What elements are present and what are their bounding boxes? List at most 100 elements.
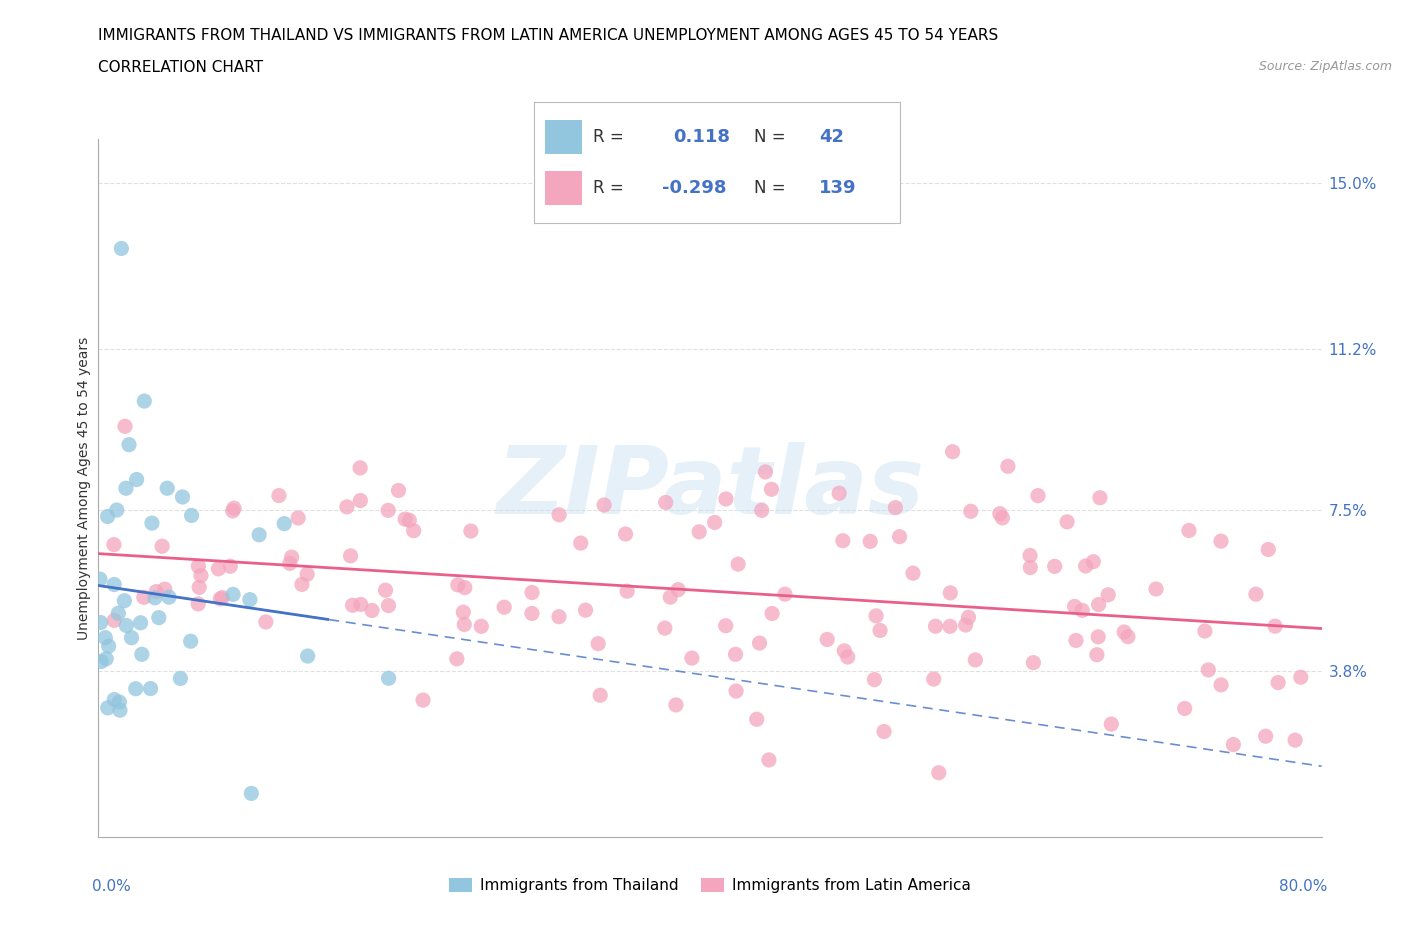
- Legend: Immigrants from Thailand, Immigrants from Latin America: Immigrants from Thailand, Immigrants fro…: [443, 871, 977, 899]
- Point: [1071, 603, 1094, 618]
- Point: [107, 605, 129, 620]
- Point: [188, 580, 211, 595]
- Text: N =: N =: [754, 179, 790, 197]
- Point: [837, 649, 859, 664]
- Point: [402, 524, 425, 538]
- Point: [1085, 647, 1108, 662]
- Point: [957, 610, 980, 625]
- Point: [169, 671, 191, 685]
- Point: [1264, 618, 1286, 633]
- Point: [751, 503, 773, 518]
- Point: [991, 511, 1014, 525]
- Point: [1289, 670, 1312, 684]
- Point: [207, 562, 229, 577]
- Point: [190, 568, 212, 583]
- Point: [143, 591, 166, 605]
- Point: [1267, 675, 1289, 690]
- Text: -0.298: -0.298: [662, 179, 727, 197]
- Point: [988, 506, 1011, 521]
- Point: [1116, 630, 1139, 644]
- Point: [586, 636, 609, 651]
- Point: [180, 508, 202, 523]
- Point: [172, 489, 194, 504]
- Point: [1043, 559, 1066, 574]
- Text: 0.118: 0.118: [673, 128, 730, 146]
- Point: [209, 591, 232, 606]
- Point: [1063, 599, 1085, 614]
- Point: [96, 651, 118, 666]
- Point: [1019, 548, 1042, 563]
- Point: [714, 492, 737, 507]
- Point: [125, 472, 148, 487]
- Point: [1088, 490, 1111, 505]
- Point: [108, 703, 131, 718]
- Point: [616, 584, 638, 599]
- Point: [873, 724, 896, 739]
- Point: [569, 536, 592, 551]
- Point: [297, 648, 319, 663]
- Text: ZIPatlas: ZIPatlas: [496, 443, 924, 534]
- Point: [273, 516, 295, 531]
- Point: [1194, 624, 1216, 639]
- Point: [254, 615, 277, 630]
- Point: [97, 509, 120, 524]
- Point: [94, 631, 117, 645]
- Point: [339, 549, 361, 564]
- Point: [831, 533, 853, 548]
- Point: [703, 515, 725, 530]
- Point: [901, 565, 924, 580]
- Text: N =: N =: [754, 128, 790, 146]
- Point: [131, 647, 153, 662]
- Point: [361, 603, 384, 618]
- Point: [1257, 542, 1279, 557]
- Point: [1197, 662, 1219, 677]
- Point: [377, 671, 399, 685]
- Point: [1064, 633, 1087, 648]
- Point: [97, 639, 120, 654]
- Point: [291, 577, 314, 591]
- Point: [727, 557, 749, 572]
- Point: [295, 566, 318, 581]
- Text: 42: 42: [820, 128, 845, 146]
- Point: [494, 600, 516, 615]
- Point: [665, 698, 688, 712]
- Point: [150, 538, 173, 553]
- Point: [1174, 701, 1197, 716]
- Bar: [546, 121, 582, 154]
- Point: [239, 592, 262, 607]
- Point: [387, 483, 409, 498]
- Point: [114, 418, 136, 433]
- Bar: [546, 171, 582, 206]
- Point: [470, 618, 492, 633]
- Point: [247, 527, 270, 542]
- Point: [832, 644, 855, 658]
- Point: [815, 632, 838, 647]
- Point: [758, 752, 780, 767]
- Point: [132, 590, 155, 604]
- Point: [773, 587, 796, 602]
- Point: [240, 786, 263, 801]
- Text: R =: R =: [593, 179, 628, 197]
- Point: [659, 590, 682, 604]
- Point: [446, 651, 468, 666]
- Point: [924, 618, 946, 633]
- Point: [374, 583, 396, 598]
- Point: [105, 502, 128, 517]
- Point: [377, 503, 399, 518]
- Point: [1209, 534, 1232, 549]
- Point: [125, 682, 148, 697]
- Point: [1087, 630, 1109, 644]
- Point: [187, 596, 209, 611]
- Point: [1026, 488, 1049, 503]
- Point: [654, 620, 676, 635]
- Point: [1087, 597, 1109, 612]
- Point: [754, 464, 776, 479]
- Point: [761, 482, 783, 497]
- Point: [108, 695, 131, 710]
- Point: [377, 598, 399, 613]
- Point: [180, 633, 202, 648]
- Point: [1019, 560, 1042, 575]
- Point: [110, 241, 132, 256]
- Point: [145, 584, 167, 599]
- Point: [939, 586, 962, 601]
